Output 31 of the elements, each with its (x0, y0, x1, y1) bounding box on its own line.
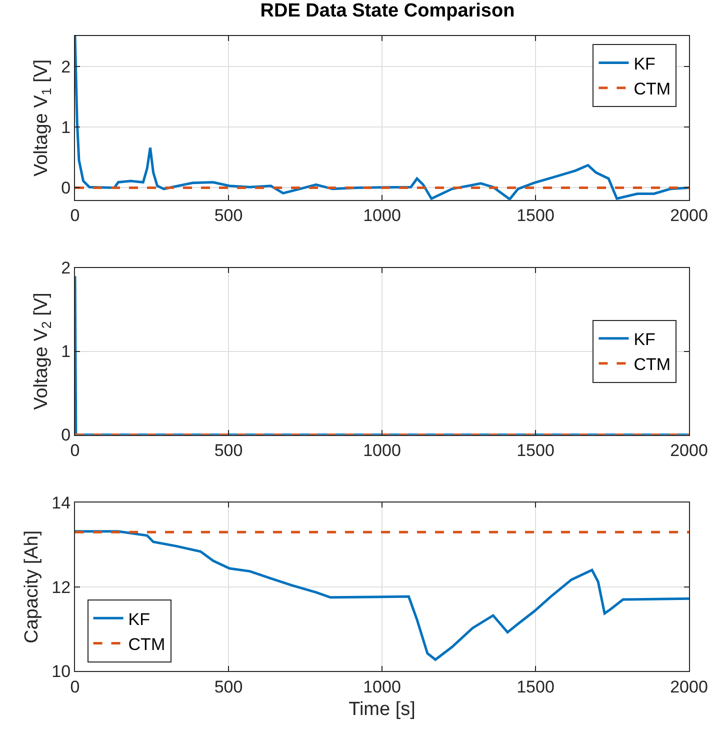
x-tick-label: 1000 (363, 441, 401, 460)
x-tick-label: 500 (214, 441, 243, 460)
y-tick-label: 10 (52, 662, 71, 681)
legend-label: CTM (128, 634, 166, 654)
legend-label: KF (128, 610, 150, 629)
y-tick-label: 12 (52, 578, 71, 597)
x-tick-label: 2000 (670, 206, 708, 226)
y-tick-label: 0 (61, 426, 71, 445)
x-tick-label: 2000 (670, 441, 708, 460)
x-tick-label: 1000 (363, 206, 401, 226)
x-tick-label: 2000 (670, 677, 708, 696)
y-tick-label: 0 (61, 178, 71, 198)
x-tick-label: 500 (214, 677, 243, 696)
y-axis-title: Capacity [Ah] (22, 530, 43, 644)
x-tick-label: 1500 (516, 206, 554, 226)
x-tick-label: 1500 (516, 441, 554, 460)
y-tick-label: 2 (61, 258, 71, 278)
legend-label: CTM (634, 79, 671, 98)
y-tick-label: 2 (61, 57, 71, 76)
y-tick-label: 14 (52, 494, 71, 513)
chart-title: RDE Data State Comparison (260, 0, 515, 22)
legend-label: KF (634, 54, 656, 74)
x-tick-label: 1000 (363, 677, 401, 696)
y-tick-label: 1 (61, 118, 71, 137)
x-tick-label: 1500 (516, 677, 554, 696)
x-tick-label: 500 (214, 206, 243, 226)
legend-label: CTM (634, 355, 671, 374)
y-tick-label: 1 (61, 342, 71, 362)
line-series (75, 530, 689, 661)
x-axis-title: Time [s] (348, 699, 416, 720)
legend-label: KF (634, 330, 656, 349)
